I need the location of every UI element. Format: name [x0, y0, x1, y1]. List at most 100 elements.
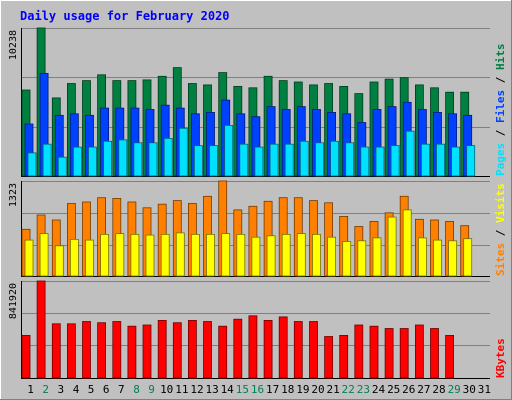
- bar-sites-day-23: [357, 240, 367, 277]
- panel-1-legend: Pages / Files / Hits: [494, 44, 507, 177]
- bar-sites-day-28: [433, 239, 442, 277]
- bar-sites-day-3: [54, 245, 64, 277]
- bar-sites-day-17: [266, 235, 276, 277]
- legend-separator: /: [494, 123, 507, 143]
- x-tick-label-day-13: 13: [205, 383, 218, 396]
- bar-kbytes-day-3: [51, 323, 61, 379]
- panel-1-ymax-label: 10238: [8, 30, 19, 60]
- x-tick-label-day-7: 7: [118, 383, 125, 396]
- bar-kbytes-day-26: [399, 328, 409, 379]
- legend-entry-files: Files: [494, 90, 507, 123]
- bar-sites-day-13: [206, 233, 215, 277]
- bar-pages-day-9: [148, 142, 158, 177]
- bar-sites-day-11: [175, 232, 185, 277]
- bar-sites-day-22: [342, 241, 352, 277]
- bar-sites-day-8: [130, 233, 140, 277]
- bar-pages-day-6: [103, 140, 112, 177]
- bar-sites-day-27: [417, 237, 427, 277]
- bar-sites-day-29: [448, 240, 458, 277]
- bar-pages-day-2: [42, 143, 52, 177]
- x-tick-label-day-31: 31: [478, 383, 491, 396]
- bar-sites-day-16: [251, 236, 261, 277]
- x-tick-label-day-28: 28: [432, 383, 445, 396]
- x-tick-label-day-30: 30: [463, 383, 476, 396]
- bar-sites-day-9: [145, 234, 155, 277]
- legend-entry-visits: Visits: [494, 183, 507, 223]
- bar-pages-day-7: [118, 139, 128, 177]
- x-tick-label-day-29: 29: [448, 383, 461, 396]
- bar-pages-day-12: [193, 145, 203, 177]
- bar-kbytes-day-20: [309, 321, 318, 379]
- legend-entry-sites: Sites: [494, 243, 507, 276]
- bar-kbytes-day-6: [97, 322, 106, 379]
- bar-pages-day-30: [466, 145, 476, 177]
- bar-sites-day-26: [402, 209, 412, 277]
- bar-sites-day-10: [160, 233, 170, 277]
- x-tick-label-day-6: 6: [103, 383, 110, 396]
- bar-kbytes-day-11: [172, 322, 182, 379]
- bar-sites-day-4: [70, 238, 79, 277]
- bar-sites-day-12: [190, 233, 200, 277]
- x-tick-label-day-25: 25: [387, 383, 400, 396]
- bar-pages-day-26: [405, 130, 415, 177]
- bar-pages-day-19: [299, 140, 309, 177]
- bar-kbytes-day-5: [82, 321, 91, 379]
- bar-kbytes-day-18: [278, 316, 288, 379]
- x-tick-label-day-5: 5: [88, 383, 95, 396]
- bar-pages-day-23: [360, 146, 370, 177]
- bar-pages-day-16: [254, 146, 264, 177]
- bar-pages-day-13: [209, 145, 218, 177]
- panel-2-legend: Sites / Visits: [494, 183, 507, 276]
- bar-kbytes-day-19: [293, 321, 303, 379]
- bar-kbytes-day-25: [384, 328, 394, 379]
- bar-sites-day-1: [24, 239, 34, 277]
- x-tick-label-day-22: 22: [342, 383, 355, 396]
- bar-sites-day-20: [312, 233, 321, 277]
- x-tick-label-day-15: 15: [236, 383, 249, 396]
- x-tick-label-day-19: 19: [296, 383, 309, 396]
- bar-sites-day-7: [115, 233, 125, 277]
- legend-entry-hits: Hits: [494, 44, 507, 71]
- x-tick-label-day-12: 12: [190, 383, 203, 396]
- bar-sites-day-15: [236, 233, 246, 277]
- bar-pages-day-10: [163, 137, 173, 177]
- bar-pages-day-25: [390, 145, 400, 177]
- x-tick-label-day-18: 18: [281, 383, 294, 396]
- bar-sites-day-21: [327, 236, 337, 277]
- bar-kbytes-day-21: [324, 336, 334, 379]
- x-tick-label-day-3: 3: [57, 383, 64, 396]
- bar-pages-day-15: [239, 143, 249, 177]
- bar-kbytes-day-27: [414, 324, 424, 379]
- bar-kbytes-day-13: [203, 321, 212, 379]
- bar-sites-day-25: [387, 216, 397, 277]
- bar-sites-day-30: [463, 238, 473, 277]
- legend-entry-kbytes: KBytes: [494, 338, 507, 378]
- x-tick-label-day-1: 1: [27, 383, 34, 396]
- panel-3-ymax-label: 841920: [8, 283, 19, 319]
- legend-separator: /: [494, 223, 507, 243]
- bar-pages-day-28: [436, 143, 445, 177]
- x-tick-label-day-14: 14: [221, 383, 235, 396]
- x-tick-label-day-16: 16: [251, 383, 264, 396]
- bar-pages-day-8: [133, 142, 143, 177]
- x-tick-label-day-23: 23: [357, 383, 370, 396]
- bar-kbytes-day-10: [157, 319, 167, 379]
- bar-pages-day-5: [88, 146, 97, 177]
- bar-kbytes-day-16: [248, 315, 258, 379]
- bar-sites-day-5: [85, 239, 94, 277]
- bar-kbytes-day-1: [21, 334, 31, 379]
- bar-pages-day-1: [27, 152, 37, 177]
- bar-kbytes-day-8: [127, 325, 137, 379]
- panel-3-legend: KBytes: [494, 338, 507, 378]
- bar-sites-day-24: [372, 237, 382, 277]
- bar-kbytes-day-22: [339, 334, 349, 379]
- x-tick-label-day-2: 2: [42, 383, 49, 396]
- x-tick-label-day-24: 24: [372, 383, 386, 396]
- bar-pages-day-4: [73, 146, 82, 177]
- bar-sites-day-2: [39, 233, 49, 277]
- x-tick-label-day-20: 20: [311, 383, 324, 396]
- x-tick-label-day-11: 11: [175, 383, 188, 396]
- x-tick-label-day-27: 27: [417, 383, 430, 396]
- legend-separator: /: [494, 70, 507, 90]
